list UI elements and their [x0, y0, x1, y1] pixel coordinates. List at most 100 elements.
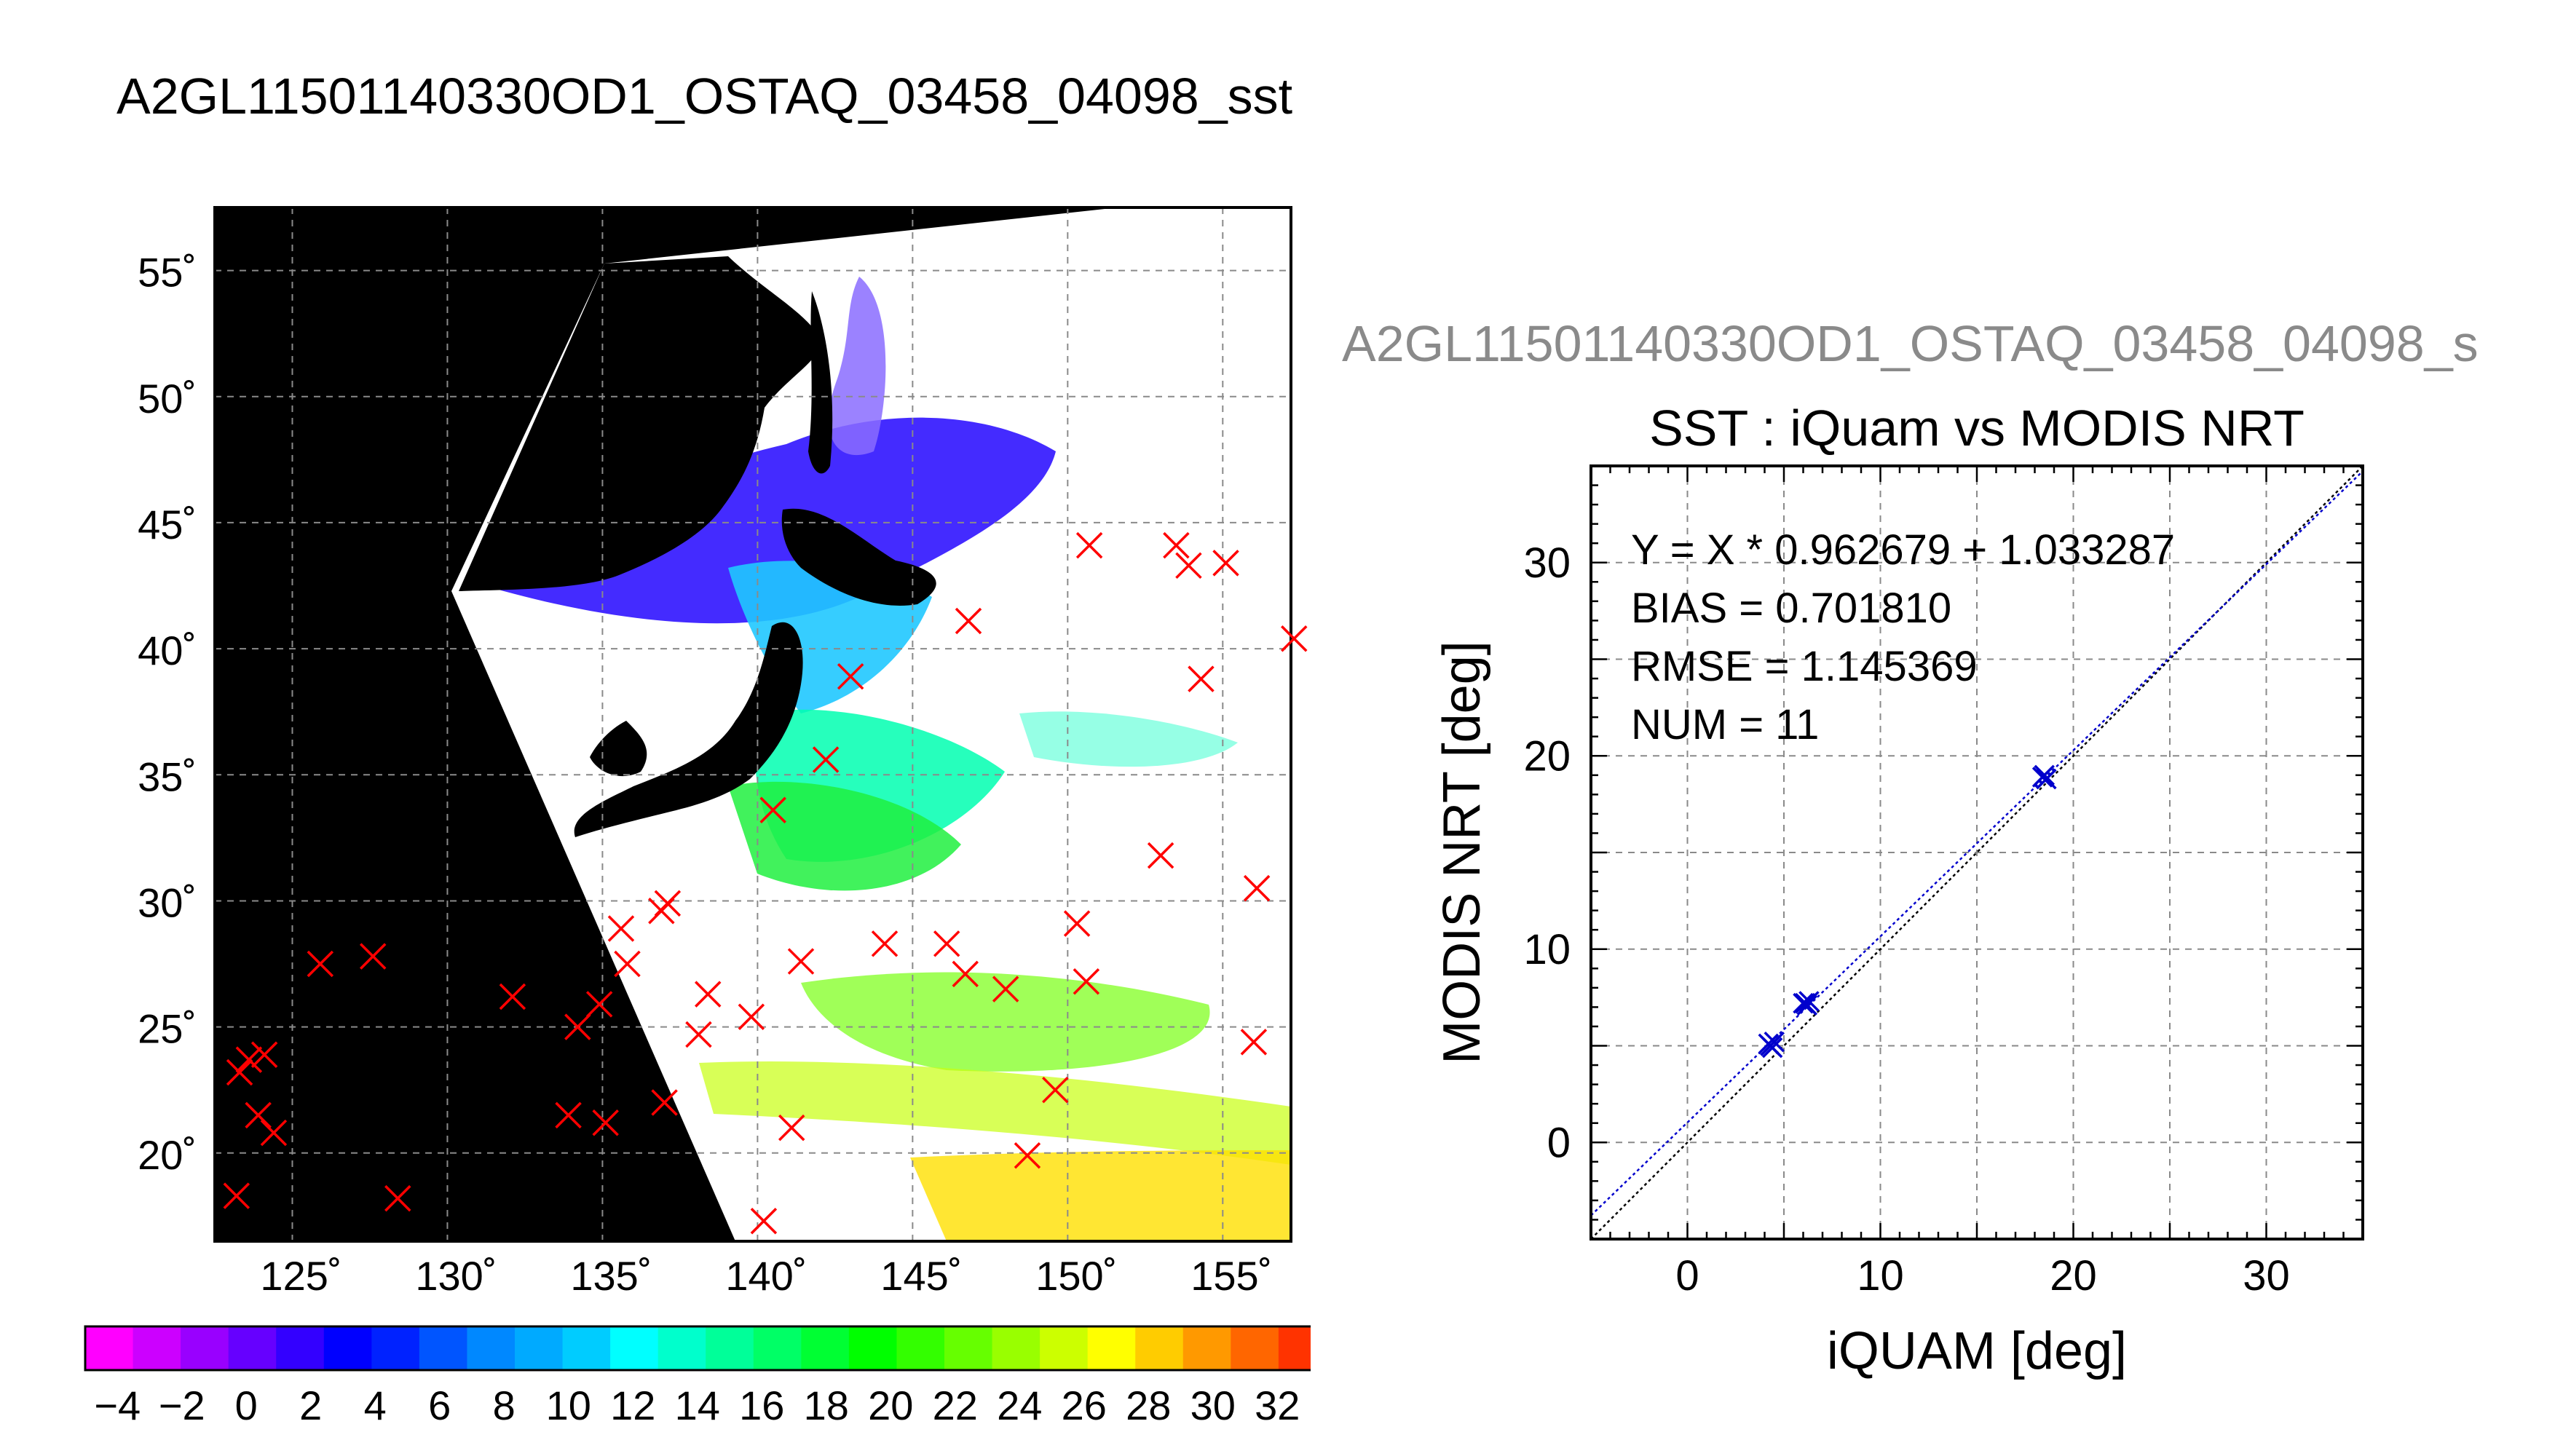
- colorbar-swatch: [1135, 1326, 1184, 1370]
- buoy-marker: [1243, 874, 1271, 902]
- colorbar-swatch: [753, 1326, 802, 1370]
- buoy-marker: [1147, 842, 1174, 869]
- colorbar-tick: 20: [868, 1382, 913, 1428]
- colorbar-tick: −4: [94, 1382, 141, 1428]
- map-lon-tick: 140˚: [725, 1253, 807, 1299]
- buoy-marker: [564, 1013, 591, 1040]
- scatter-point: [1793, 992, 1814, 1014]
- map-lon-tick: 145˚: [880, 1253, 962, 1299]
- colorbar-swatch: [371, 1326, 420, 1370]
- buoy-marker: [778, 1114, 805, 1142]
- map-lon-tick: 150˚: [1035, 1253, 1117, 1299]
- buoy-marker: [1188, 665, 1215, 692]
- map-lat-tick: 20˚: [138, 1132, 197, 1178]
- buoy-marker: [1163, 531, 1190, 559]
- map-lat-tick: 40˚: [138, 628, 197, 673]
- colorbar-tick: 26: [1062, 1382, 1107, 1428]
- buoy-markers: [223, 531, 1308, 1235]
- colorbar-tick: 14: [675, 1382, 720, 1428]
- map-lon-tick: 155˚: [1190, 1253, 1272, 1299]
- buoy-marker: [685, 1021, 712, 1048]
- buoy-marker: [738, 1003, 765, 1030]
- buoy-marker: [1240, 1029, 1268, 1056]
- map-lon-tick: 130˚: [415, 1253, 497, 1299]
- colorbar-swatch: [1231, 1326, 1279, 1370]
- colorbar-swatch: [181, 1326, 229, 1370]
- buoy-marker: [695, 981, 722, 1008]
- colorbar-tick: 10: [546, 1382, 591, 1428]
- buoy-marker: [607, 915, 635, 942]
- scatter-stat-line: RMSE = 1.145369: [1631, 643, 1978, 690]
- scatter-y-tick: 10: [1523, 926, 1571, 973]
- buoy-marker: [585, 991, 613, 1018]
- scatter-stat-line: Y = X * 0.962679 + 1.033287: [1631, 526, 2175, 574]
- colorbar-tick: 4: [364, 1382, 387, 1428]
- scatter-y-tick: 0: [1547, 1119, 1571, 1166]
- scatter-file-title: A2GL11501140330OD1_OSTAQ_03458_04098_s: [1342, 315, 2479, 372]
- scatter-plot: SST : iQuam vs MODIS NRT 0 10 20 30 0 10 20 30 iQ…: [1433, 400, 2364, 1380]
- buoy-marker: [307, 950, 334, 978]
- map-grid: [215, 207, 1291, 1241]
- colorbar-swatch: [276, 1326, 325, 1370]
- map-lat-tick: 25˚: [138, 1006, 197, 1052]
- buoy-marker: [654, 890, 682, 917]
- colorbar-tick: 2: [299, 1382, 322, 1428]
- colorbar-frame: [84, 1325, 1311, 1372]
- colorbar-swatch: [801, 1326, 850, 1370]
- scatter-title: SST : iQuam vs MODIS NRT: [1649, 400, 2305, 456]
- colorbar-tick: 24: [997, 1382, 1042, 1428]
- buoy-marker: [499, 983, 526, 1010]
- colorbar-swatch: [706, 1326, 754, 1370]
- colorbar-swatch: [515, 1326, 564, 1370]
- buoy-marker: [250, 1041, 278, 1068]
- buoy-marker: [955, 607, 982, 635]
- buoy-marker: [592, 1109, 619, 1136]
- buoy-marker: [952, 960, 979, 988]
- buoy-marker: [787, 948, 815, 975]
- colorbar-swatch: [1182, 1326, 1231, 1370]
- scatter-y-tick: 20: [1523, 732, 1571, 780]
- buoy-marker: [1075, 531, 1103, 559]
- buoy-marker: [1042, 1076, 1069, 1104]
- colorbar-tick: 30: [1190, 1382, 1236, 1428]
- buoy-marker: [1063, 910, 1091, 937]
- colorbar-swatch: [1087, 1326, 1136, 1370]
- colorbar-tick: 8: [493, 1382, 516, 1428]
- land-korea: [590, 721, 647, 777]
- colorbar-swatch: [1278, 1326, 1311, 1370]
- colorbar-swatch: [323, 1326, 372, 1370]
- buoy-marker: [1073, 968, 1100, 995]
- colorbar-swatch: [562, 1326, 611, 1370]
- scatter-point: [1798, 991, 1820, 1012]
- scatter-frame: [1590, 464, 2364, 1241]
- colorbar-tick: 28: [1126, 1382, 1171, 1428]
- colorbar-tick: −2: [159, 1382, 205, 1428]
- buoy-marker: [1175, 552, 1202, 579]
- map-lat-tick: 55˚: [138, 250, 197, 296]
- sst-band-warm: [910, 1150, 1291, 1241]
- scatter-x-tick: 0: [1675, 1252, 1699, 1299]
- map-lat-tick: 45˚: [138, 502, 197, 547]
- buoy-marker: [245, 1101, 272, 1129]
- scatter-grid: [1591, 466, 2363, 1239]
- sst-band-okhotsk: [829, 277, 886, 456]
- land-sakhalin: [808, 291, 833, 474]
- colorbar-swatch: [419, 1326, 467, 1370]
- scatter-xlabel: iQUAM [deg]: [1827, 1322, 2127, 1380]
- colorbar-swatch: [896, 1326, 945, 1370]
- colorbar-swatch: [1040, 1326, 1089, 1370]
- scatter-point: [1758, 1033, 1780, 1055]
- colorbar-swatch: [228, 1326, 277, 1370]
- regression-line: [1591, 470, 2363, 1216]
- buoy-marker: [1014, 1142, 1041, 1169]
- buoy-marker: [384, 1184, 411, 1212]
- buoy-marker: [359, 943, 387, 970]
- buoy-marker: [260, 1119, 288, 1147]
- scatter-lines: [1591, 466, 2363, 1239]
- scatter-ylabel: MODIS NRT [deg]: [1433, 641, 1491, 1064]
- buoy-marker: [555, 1101, 582, 1129]
- main-title: A2GL11501140330OD1_OSTAQ_03458_04098_sst: [117, 68, 1293, 124]
- colorbar-tick: 32: [1255, 1382, 1300, 1428]
- buoy-marker: [226, 1059, 253, 1086]
- buoy-marker: [1212, 550, 1239, 577]
